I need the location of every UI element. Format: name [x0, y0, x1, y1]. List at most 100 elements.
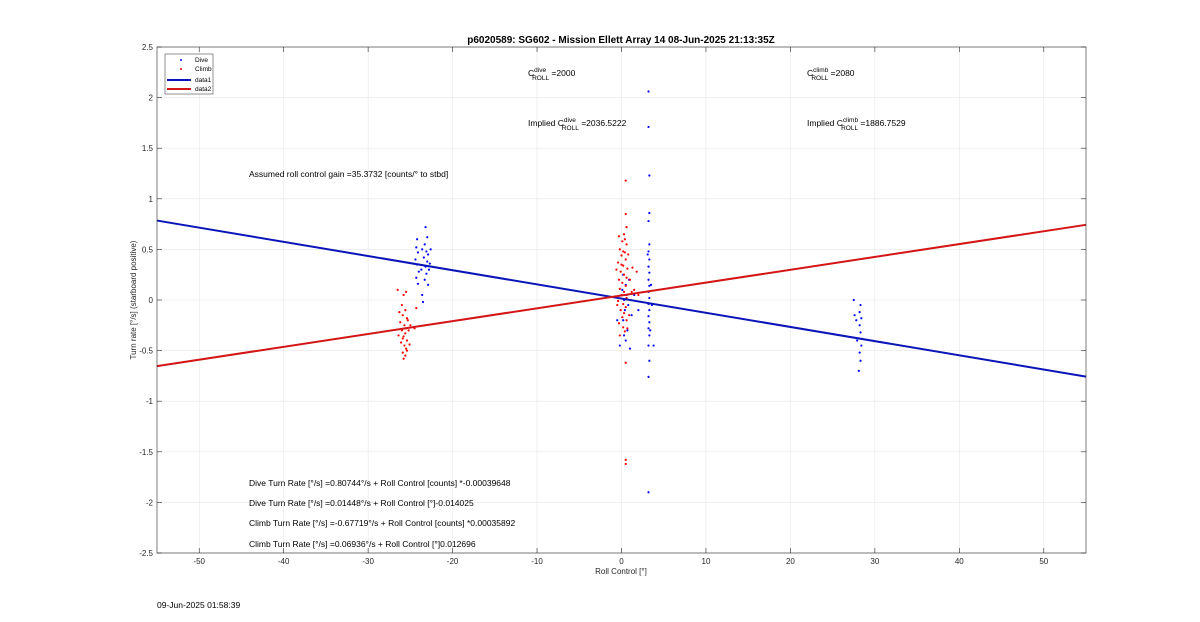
point-climb	[402, 357, 405, 360]
point-climb	[622, 250, 625, 253]
point-dive	[416, 238, 419, 241]
y-tick-label: 0.5	[142, 245, 154, 254]
point-dive	[426, 283, 430, 286]
point-climb	[626, 327, 629, 330]
point-dive	[855, 319, 858, 322]
annotation-roll-gain: Assumed roll control gain =35.3732 [coun…	[249, 169, 448, 179]
point-dive	[416, 251, 420, 254]
y-tick-label: 0	[149, 296, 154, 305]
footer-timestamp: 09-Jun-2025 01:58:39	[157, 600, 241, 610]
point-climb	[617, 235, 621, 238]
point-climb	[619, 270, 622, 273]
point-dive	[637, 309, 640, 312]
point-dive	[647, 278, 650, 281]
point-climb	[622, 312, 626, 315]
point-climb	[401, 314, 404, 317]
point-climb	[404, 309, 407, 312]
point-dive	[648, 359, 651, 362]
point-dive	[856, 339, 859, 342]
annotation-implied-c-roll-dive: Implied Cdive ROLL =2036.5222	[528, 117, 627, 132]
point-climb	[622, 326, 625, 329]
fit-line-data1	[156, 219, 1087, 378]
point-dive	[628, 347, 632, 350]
point-climb	[400, 303, 404, 307]
point-dive	[648, 296, 651, 300]
y-tick-label: 1	[149, 195, 154, 204]
point-dive	[417, 270, 420, 273]
point-climb	[406, 319, 409, 322]
point-climb	[618, 334, 621, 337]
point-climb	[405, 317, 409, 320]
point-climb	[630, 290, 633, 294]
annotation-climb-eq-degrees: Climb Turn Rate [°/s] =0.06936°/s + Roll…	[249, 539, 476, 549]
point-dive	[648, 258, 651, 261]
point-climb	[409, 324, 412, 327]
point-dive	[426, 260, 429, 263]
y-tick-label: -1	[146, 397, 154, 406]
point-dive	[423, 243, 426, 246]
point-climb	[631, 266, 634, 269]
point-dive	[647, 125, 650, 129]
point-dive	[648, 211, 651, 215]
point-dive	[624, 339, 627, 342]
point-climb	[623, 251, 626, 254]
x-tick-label: 10	[702, 557, 711, 566]
x-tick-label: 30	[870, 557, 879, 566]
point-climb	[624, 284, 627, 287]
x-tick-label: 0	[619, 557, 624, 566]
fit-line-data2	[156, 223, 1087, 368]
point-dive	[857, 369, 860, 372]
point-dive	[426, 236, 429, 239]
x-tick-label: 40	[955, 557, 964, 566]
point-dive	[425, 272, 428, 275]
y-tick-label: -2.5	[139, 549, 153, 558]
point-climb	[625, 243, 628, 246]
point-dive	[859, 303, 862, 307]
point-climb	[622, 264, 625, 267]
x-tick-label: 20	[786, 557, 795, 566]
point-dive	[426, 253, 430, 256]
point-dive	[647, 491, 650, 494]
point-dive	[652, 344, 655, 347]
point-climb	[405, 290, 408, 294]
point-climb	[403, 344, 406, 347]
point-climb	[619, 309, 622, 312]
point-climb	[624, 212, 627, 216]
point-dive	[425, 250, 428, 253]
point-climb	[615, 268, 618, 271]
point-dive	[647, 375, 650, 379]
point-climb	[622, 273, 626, 276]
point-climb	[415, 306, 418, 310]
legend-marker-climb	[180, 68, 182, 70]
point-dive	[647, 265, 650, 268]
point-climb	[399, 321, 402, 324]
point-climb	[403, 324, 406, 327]
point-climb	[401, 351, 404, 354]
point-dive	[858, 324, 861, 327]
point-climb	[633, 288, 636, 291]
point-dive	[415, 276, 418, 279]
point-dive	[622, 319, 625, 322]
point-climb	[625, 319, 628, 322]
point-dive	[648, 334, 651, 337]
point-climb	[405, 339, 409, 342]
y-tick-label: 2.5	[142, 43, 154, 52]
x-axis-label: Roll Control [°]	[595, 567, 647, 576]
point-climb	[401, 337, 404, 340]
point-dive	[616, 319, 619, 322]
legend-label-data2: data2	[195, 86, 212, 93]
point-climb	[622, 290, 626, 294]
point-climb	[624, 305, 627, 309]
point-dive	[648, 243, 651, 246]
point-dive	[647, 344, 650, 347]
point-dive	[647, 219, 650, 223]
point-dive	[422, 256, 425, 259]
point-dive	[860, 317, 863, 320]
point-climb	[405, 347, 408, 350]
legend-label-dive: Dive	[195, 57, 208, 64]
point-climb	[625, 276, 628, 279]
point-dive	[627, 303, 630, 307]
annotation-climb-eq-counts: Climb Turn Rate [°/s] =-0.67719°/s + Rol…	[249, 518, 515, 528]
point-dive	[420, 268, 423, 271]
point-dive	[618, 344, 621, 347]
